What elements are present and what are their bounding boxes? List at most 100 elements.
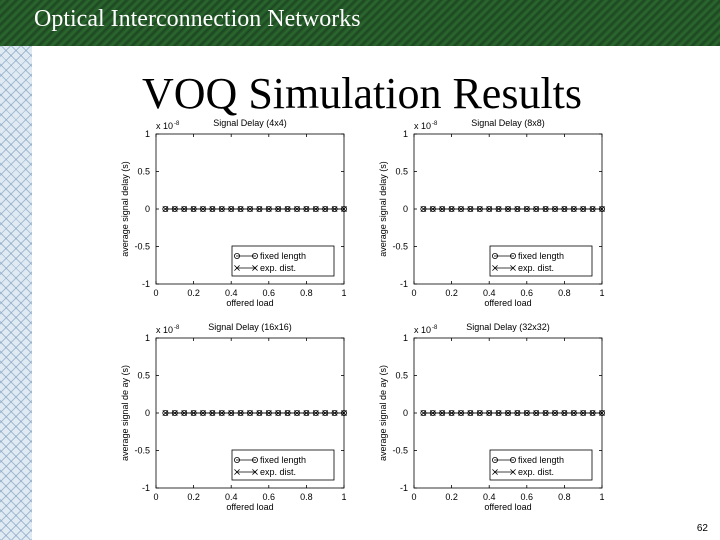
x-tick-label: 0 (153, 492, 158, 502)
header-title: Optical Interconnection Networks (34, 6, 361, 32)
legend-marker (510, 265, 516, 271)
x-tick-label: 0.8 (300, 492, 313, 502)
x-tick-label: 1 (599, 288, 604, 298)
data-point (533, 206, 540, 212)
y-tick-label: 0.5 (395, 167, 408, 177)
data-point (200, 206, 206, 212)
data-point (200, 410, 206, 416)
data-point (505, 206, 511, 212)
data-point (458, 206, 464, 212)
data-point (181, 206, 188, 212)
data-point (458, 410, 464, 416)
data-point (439, 410, 446, 416)
chart-title: Signal Delay (16x16) (208, 322, 292, 332)
data-point (341, 206, 347, 212)
chart-panel-4: 0 0.2 0.4 0.6 0.8 1 1 0.5 0 -0.5 -1 x 10 -8 Signal De… (378, 322, 606, 512)
x-tick-label: 0.8 (558, 492, 571, 502)
chart-panel-1: 0 0.2 0.4 0.6 0.8 1 1 0.5 0 -0.5 -1 x 10 -8 Signal De… (120, 118, 347, 308)
data-point (448, 206, 455, 212)
scale-factor-label: x 10 (414, 325, 431, 335)
x-tick-label: 0 (411, 288, 416, 298)
x-tick-label: 1 (341, 288, 346, 298)
legend-label: fixed length (260, 251, 306, 261)
data-point (599, 206, 605, 212)
y-tick-label: -0.5 (134, 446, 150, 456)
scale-exponent: -8 (174, 121, 180, 127)
y-tick-label: 1 (403, 333, 408, 343)
data-point (580, 206, 587, 212)
data-point (589, 206, 596, 212)
data-point (237, 410, 244, 416)
data-point (476, 206, 483, 212)
data-point (495, 206, 502, 212)
x-axis-label: offered load (484, 502, 531, 512)
scale-factor-label: x 10 (414, 121, 431, 131)
x-tick-label: 0.6 (263, 288, 276, 298)
legend-label: exp. dist. (260, 263, 296, 273)
x-tick-label: 0 (153, 288, 158, 298)
data-point (542, 410, 549, 416)
data-point (284, 206, 291, 212)
data-point (486, 410, 493, 416)
series-exp-dist (162, 410, 347, 416)
legend-marker (234, 469, 240, 475)
data-point (589, 410, 596, 416)
series-exp-dist (420, 410, 605, 416)
data-point (514, 206, 521, 212)
chart-title: Signal Delay (4x4) (213, 118, 287, 128)
data-point (256, 410, 263, 416)
y-tick-label: 1 (403, 129, 408, 139)
y-axis-label: average signal delay (s) (120, 161, 130, 257)
scale-factor-label: x 10 (156, 121, 173, 131)
data-point (190, 410, 197, 416)
data-point (228, 206, 235, 212)
legend-label: exp. dist. (518, 263, 554, 273)
data-point (303, 410, 310, 416)
legend-label: fixed length (518, 455, 564, 465)
legend-marker (492, 265, 498, 271)
data-point (171, 410, 178, 416)
legend-label: fixed length (518, 251, 564, 261)
chart-title: Signal Delay (8x8) (471, 118, 545, 128)
legend-box (231, 245, 335, 277)
y-tick-label: -0.5 (134, 242, 150, 252)
data-point (599, 410, 605, 416)
x-tick-label: 0.2 (445, 492, 458, 502)
x-tick-label: 0.2 (445, 288, 458, 298)
data-point (247, 410, 253, 416)
legend-marker (510, 469, 516, 475)
legend: fixed length exp. dist. (489, 245, 593, 277)
data-point (570, 410, 577, 416)
x-tick-label: 0.4 (225, 288, 238, 298)
legend-marker (491, 456, 498, 463)
y-tick-label: -1 (400, 483, 408, 493)
legend-marker (252, 469, 258, 475)
data-point (171, 206, 178, 212)
legend-marker (251, 456, 258, 463)
data-point (265, 410, 272, 416)
y-tick-label: -1 (142, 279, 150, 289)
data-point (331, 410, 338, 416)
data-point (275, 410, 282, 416)
data-point (218, 206, 225, 212)
scale-factor-label: x 10 (156, 325, 173, 335)
data-point (420, 410, 427, 416)
x-tick-label: 0.2 (187, 288, 200, 298)
header-bar: Optical Interconnection Networks (0, 0, 720, 46)
legend-label: exp. dist. (518, 467, 554, 477)
data-point (476, 410, 483, 416)
x-tick-label: 0.4 (483, 492, 496, 502)
x-tick-label: 0.4 (483, 288, 496, 298)
data-point (523, 410, 530, 416)
y-tick-label: -0.5 (392, 242, 408, 252)
legend: fixed length exp. dist. (489, 449, 593, 481)
data-point (284, 410, 291, 416)
data-point (533, 410, 540, 416)
legend-marker (233, 252, 240, 259)
data-point (162, 410, 169, 416)
data-point (552, 410, 558, 416)
y-axis-label: average signal de ay (s) (120, 365, 130, 461)
x-tick-label: 0.2 (187, 492, 200, 502)
data-point (312, 410, 319, 416)
y-tick-label: 0.5 (137, 167, 150, 177)
